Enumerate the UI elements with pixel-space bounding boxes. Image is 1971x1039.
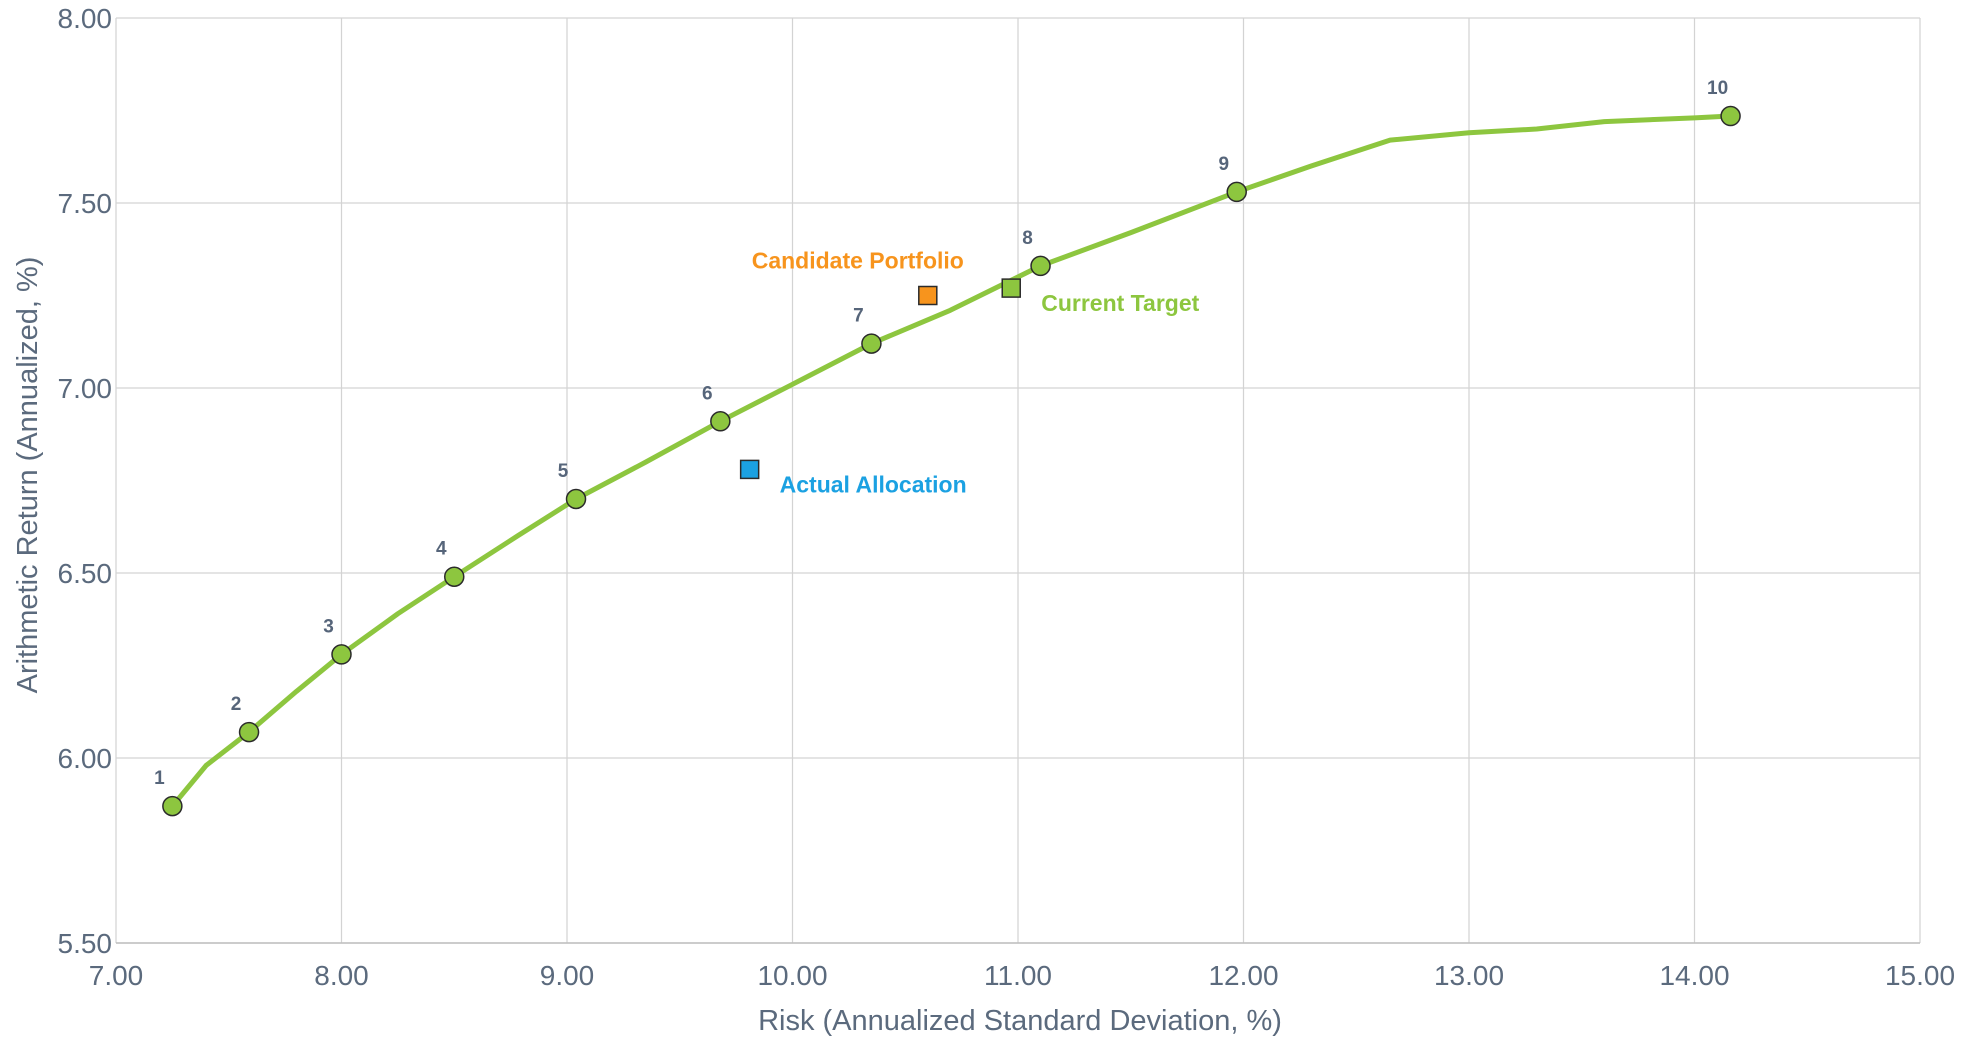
frontier-point-label: 7	[853, 306, 864, 327]
actual-allocation-marker	[739, 459, 760, 480]
y-axis-ticks: 5.50 6.00 6.50 7.00 7.50 8.00	[58, 3, 113, 959]
x-tick-label: 13.00	[1434, 960, 1504, 991]
current-target-marker	[1001, 278, 1021, 298]
frontier-point-5	[565, 488, 587, 510]
candidate-portfolio-label: Candidate Portfolio	[752, 248, 964, 274]
frontier-points-layer: 1 2 3 4 5 6 7 8 9 10	[154, 78, 1741, 817]
x-tick-label: 14.00	[1659, 960, 1729, 991]
x-axis-title: Risk (Annualized Standard Deviation, %)	[758, 1005, 1282, 1037]
y-tick-label: 7.00	[58, 373, 113, 404]
efficient-frontier-line	[169, 113, 1734, 809]
y-tick-label: 5.50	[58, 928, 113, 959]
x-axis-ticks: 7.00 8.00 9.00 10.00 11.00 12.00 13.00 14.00 15.…	[89, 960, 1955, 991]
frontier-point-6	[710, 411, 731, 432]
grid-lines	[115, 17, 1921, 944]
frontier-point-label: 5	[558, 461, 569, 482]
y-tick-label: 8.00	[58, 3, 113, 34]
frontier-point-label: 1	[154, 768, 165, 789]
x-tick-label: 9.00	[540, 960, 595, 991]
frontier-point-label: 4	[436, 539, 447, 560]
frontier-point-label: 10	[1707, 78, 1728, 99]
y-tick-label: 6.00	[58, 743, 113, 774]
frontier-curve-layer	[169, 113, 1734, 809]
frontier-point-7	[861, 333, 882, 354]
y-tick-label: 7.50	[58, 188, 113, 219]
x-tick-label: 11.00	[984, 960, 1052, 991]
frontier-point-label: 3	[323, 616, 334, 637]
frontier-point-10	[1720, 105, 1741, 127]
y-axis-title: Arithmetic Return (Annualized, %)	[12, 257, 44, 694]
frontier-point-label: 6	[702, 383, 713, 404]
x-tick-label: 10.00	[757, 960, 827, 991]
frontier-point-4	[444, 566, 465, 587]
x-tick-label: 7.00	[89, 960, 144, 991]
frontier-point-label: 9	[1218, 154, 1229, 175]
frontier-point-9	[1226, 181, 1247, 203]
current-target-label: Current Target	[1041, 290, 1199, 316]
frontier-point-2	[238, 721, 260, 743]
x-tick-label: 8.00	[314, 960, 369, 991]
frontier-point-label: 2	[231, 694, 242, 715]
x-tick-label: 12.00	[1208, 960, 1278, 991]
frontier-point-label: 8	[1022, 228, 1033, 249]
portfolio-markers-layer: Candidate Portfolio Current Target Actual …	[739, 248, 1200, 497]
frontier-point-1	[162, 795, 183, 817]
candidate-portfolio-marker	[918, 285, 938, 306]
actual-allocation-label: Actual Allocation	[780, 471, 967, 497]
y-tick-label: 6.50	[58, 558, 113, 589]
frontier-point-3	[331, 644, 352, 665]
frontier-point-8	[1030, 255, 1051, 277]
x-tick-label: 15.00	[1885, 960, 1955, 991]
